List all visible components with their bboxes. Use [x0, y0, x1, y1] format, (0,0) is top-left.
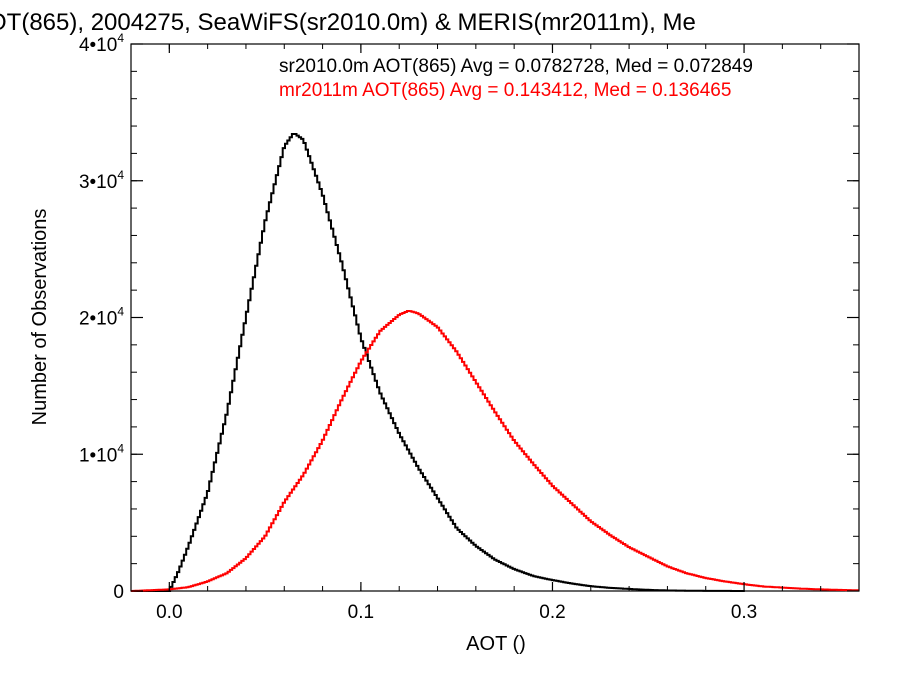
y-tick-label: 0 [113, 582, 124, 603]
plot-frame [130, 43, 860, 592]
x-axis-label: AOT () [466, 633, 526, 655]
legend-entry-sr2010: sr2010.0m AOT(865) Avg = 0.0782728, Med … [279, 56, 753, 77]
y-tick-label: 2•104 [79, 305, 124, 330]
chart-title: OT(865), 2004275, SeaWiFS(sr2010.0m) & M… [0, 9, 696, 36]
x-tick-label: 0.0 [156, 602, 182, 623]
x-tick-label: 0.3 [731, 602, 757, 623]
legend-entry-mr2011: mr2011m AOT(865) Avg = 0.143412, Med = 0… [279, 80, 731, 101]
x-tick-label: 0.1 [348, 602, 374, 623]
series-line-sr2010 [131, 133, 745, 592]
tick-layer: 0.0 0.1 0.2 0.3 0 1•104 2•104 3•104 4•104 [79, 31, 860, 623]
legend: sr2010.0m AOT(865) Avg = 0.0782728, Med … [279, 56, 753, 101]
series-layer [131, 133, 859, 592]
y-tick-label: 3•104 [79, 168, 124, 193]
y-axis-label: Number of Observations [29, 209, 51, 426]
y-tick-label: 1•104 [79, 441, 124, 466]
x-tick-label: 0.2 [539, 602, 565, 623]
y-tick-label: 4•104 [79, 31, 124, 56]
series-line-mr2011 [131, 310, 859, 592]
